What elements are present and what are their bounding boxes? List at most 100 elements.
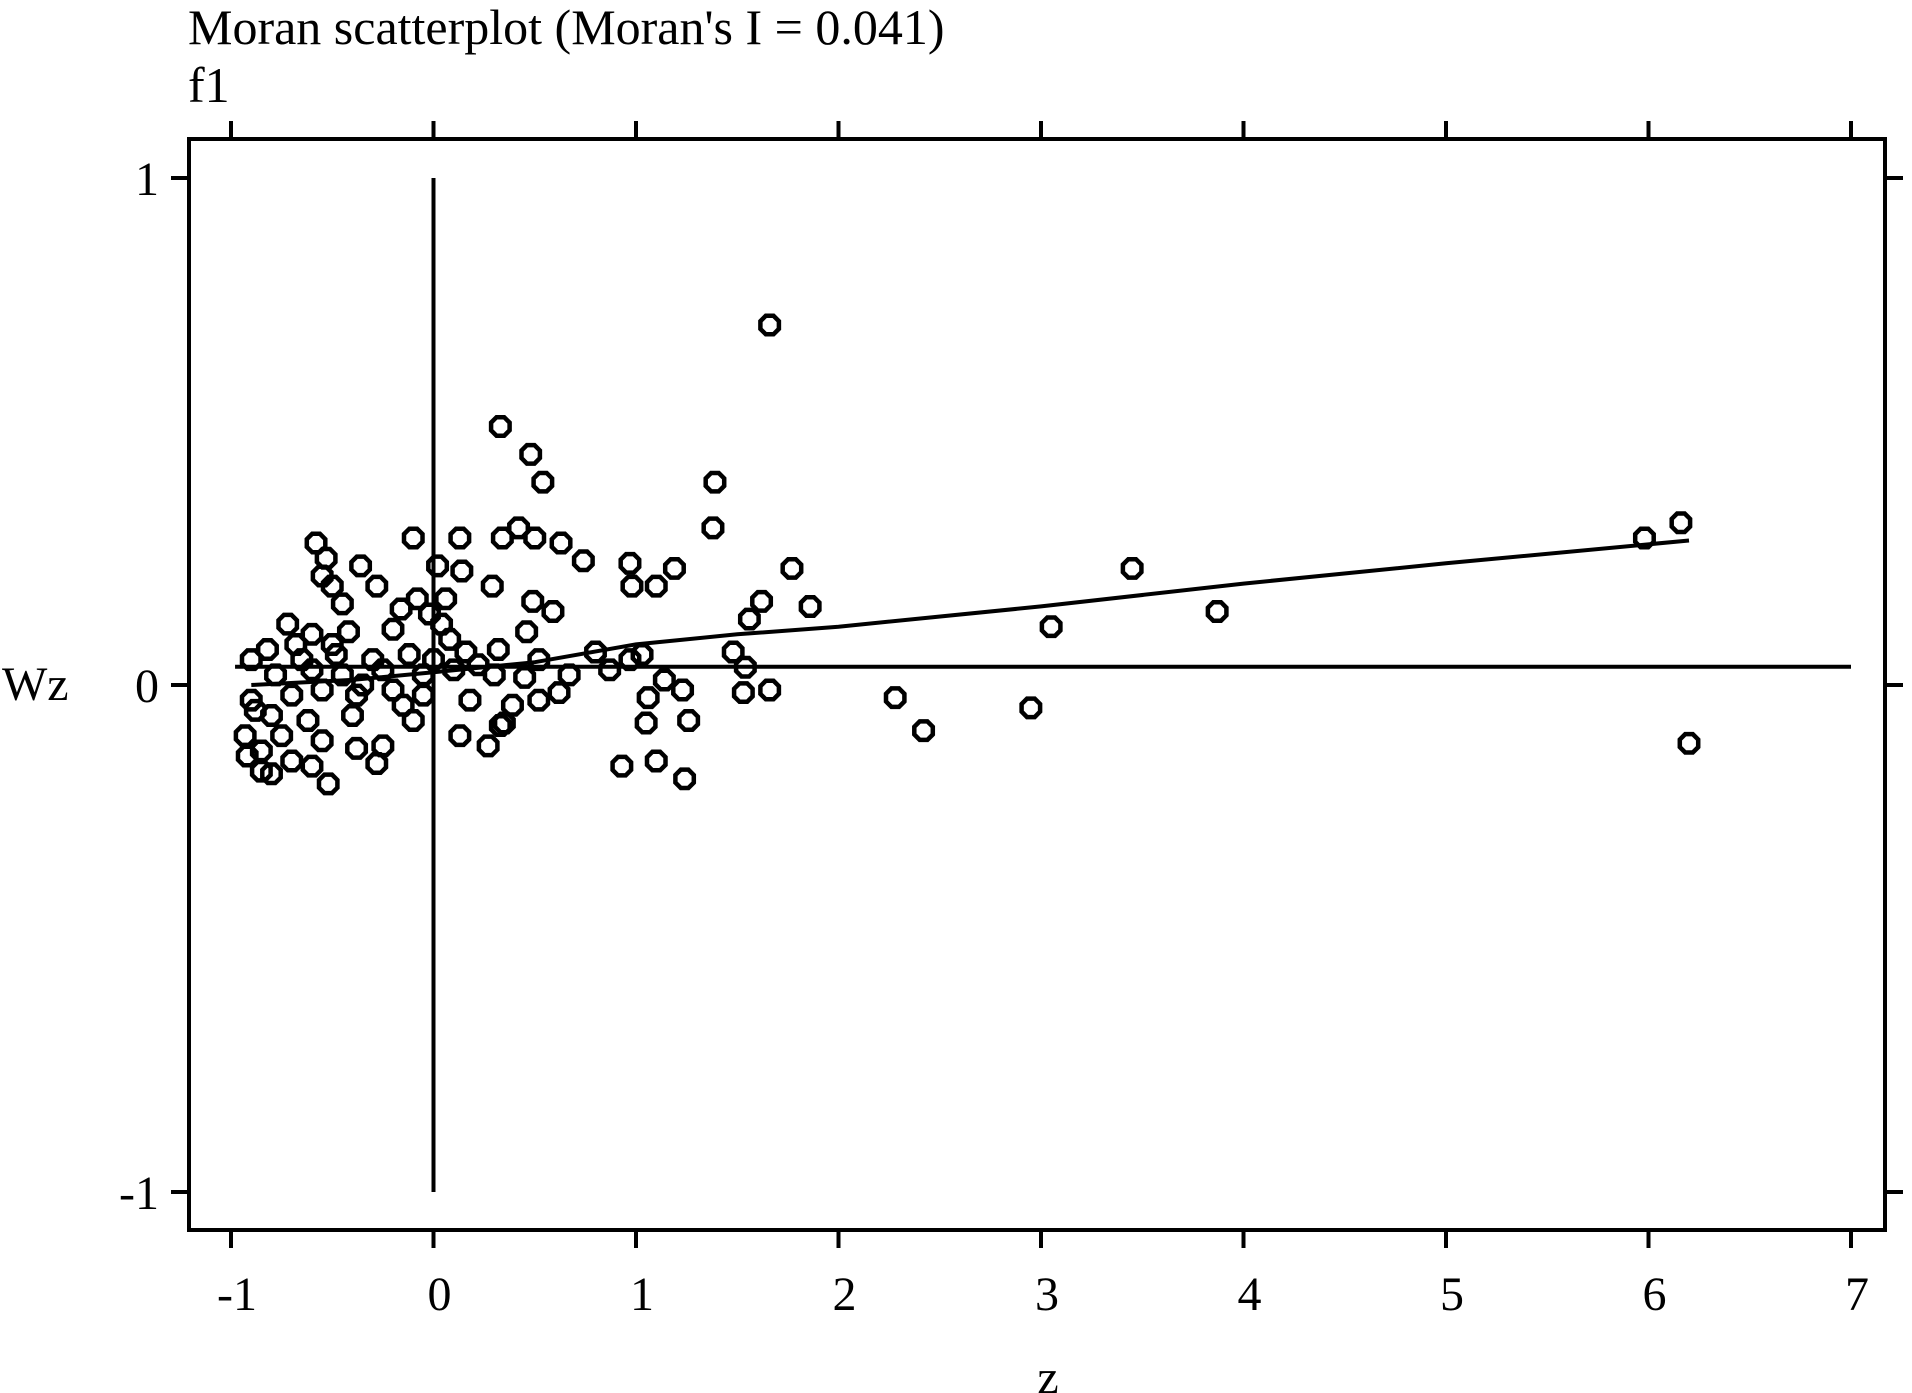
data-point <box>476 734 500 758</box>
data-point <box>677 709 701 732</box>
x-tick-label: 3 <box>1035 1268 1059 1321</box>
data-point <box>737 607 761 631</box>
data-point <box>1632 526 1656 550</box>
data-point <box>519 442 543 466</box>
data-point <box>780 556 804 580</box>
data-point <box>480 574 504 598</box>
data-point <box>673 767 697 791</box>
data-point <box>280 749 304 773</box>
data-point <box>349 554 373 578</box>
data-point <box>758 678 782 702</box>
data-point <box>527 688 551 712</box>
data-point <box>541 599 565 623</box>
x-tick-label: 2 <box>833 1268 857 1321</box>
data-point <box>547 681 571 705</box>
data-point <box>523 526 547 550</box>
data-point <box>320 574 344 598</box>
data-point <box>521 589 545 613</box>
x-axis-label: z <box>1037 1351 1058 1393</box>
data-point <box>703 470 727 494</box>
x-tick-label: 1 <box>630 1268 654 1321</box>
x-tick-label: 4 <box>1238 1268 1262 1321</box>
data-point <box>341 703 364 727</box>
data-point <box>401 526 425 550</box>
y-tick-label: 0 <box>135 660 159 713</box>
data-point <box>1019 696 1043 720</box>
data-point <box>731 681 755 705</box>
data-point <box>1120 556 1144 580</box>
data-point <box>584 640 607 664</box>
data-point <box>644 749 668 773</box>
data-point <box>1669 511 1693 535</box>
data-point <box>701 516 725 540</box>
data-point <box>634 711 658 735</box>
data-point <box>233 724 257 748</box>
data-point <box>721 640 745 664</box>
data-point <box>397 643 421 667</box>
data-point <box>557 663 581 687</box>
data-point <box>630 643 654 667</box>
data-point <box>488 714 512 738</box>
chart-title: Moran scatterplot (Moran's I = 0.041) <box>188 0 945 55</box>
data-point <box>243 698 267 722</box>
data-point <box>652 668 676 692</box>
y-tick-label: 1 <box>135 153 159 206</box>
tick-labels: -1 0 1 2 3 4 5 6 7 -1 0 1 <box>119 153 1869 1321</box>
data-point <box>448 724 472 748</box>
data-point <box>426 554 450 578</box>
data-point <box>345 736 369 760</box>
data-point <box>620 574 644 598</box>
data-point <box>336 620 360 644</box>
data-point <box>488 414 512 438</box>
data-point <box>442 658 466 682</box>
data-point <box>1039 615 1063 639</box>
chart-subtitle: f1 <box>188 57 230 113</box>
data-point <box>450 559 474 583</box>
data-point <box>255 638 279 661</box>
data-point <box>644 574 668 598</box>
data-point <box>310 678 334 702</box>
data-point <box>434 587 458 611</box>
data-point <box>912 719 936 743</box>
data-point <box>330 592 354 616</box>
data-point <box>310 729 334 753</box>
data-point <box>264 663 288 687</box>
data-point <box>381 617 405 641</box>
data-point <box>733 655 757 679</box>
data-point <box>448 526 472 550</box>
y-tick-label: -1 <box>119 1167 159 1220</box>
data-point <box>300 754 324 778</box>
data-point <box>618 551 642 575</box>
y-axis-label: Wz <box>2 658 69 711</box>
data-point <box>260 762 283 786</box>
data-point <box>300 658 324 682</box>
data-point <box>296 709 320 732</box>
axis-ticks <box>171 121 1903 1248</box>
data-point <box>405 587 429 611</box>
data-point <box>598 658 622 682</box>
data-point <box>798 594 822 618</box>
data-point <box>486 638 510 661</box>
data-point <box>422 648 445 672</box>
data-point <box>1677 731 1701 755</box>
data-point <box>513 665 537 689</box>
data-point <box>365 752 389 776</box>
data-point <box>883 686 907 710</box>
data-point <box>300 622 324 646</box>
data-point <box>280 683 304 707</box>
data-point <box>571 549 595 573</box>
data-point <box>371 658 395 682</box>
data-point <box>351 673 375 697</box>
data-point <box>239 688 263 712</box>
data-point <box>391 693 415 717</box>
plot-frame <box>187 137 1887 1232</box>
data-point <box>610 754 634 778</box>
data-points <box>233 313 1701 796</box>
x-tick-label: -1 <box>217 1268 257 1321</box>
data-point <box>1205 599 1229 623</box>
data-point <box>758 313 782 337</box>
data-point <box>284 632 308 656</box>
data-point <box>270 724 294 748</box>
data-point <box>549 531 573 555</box>
